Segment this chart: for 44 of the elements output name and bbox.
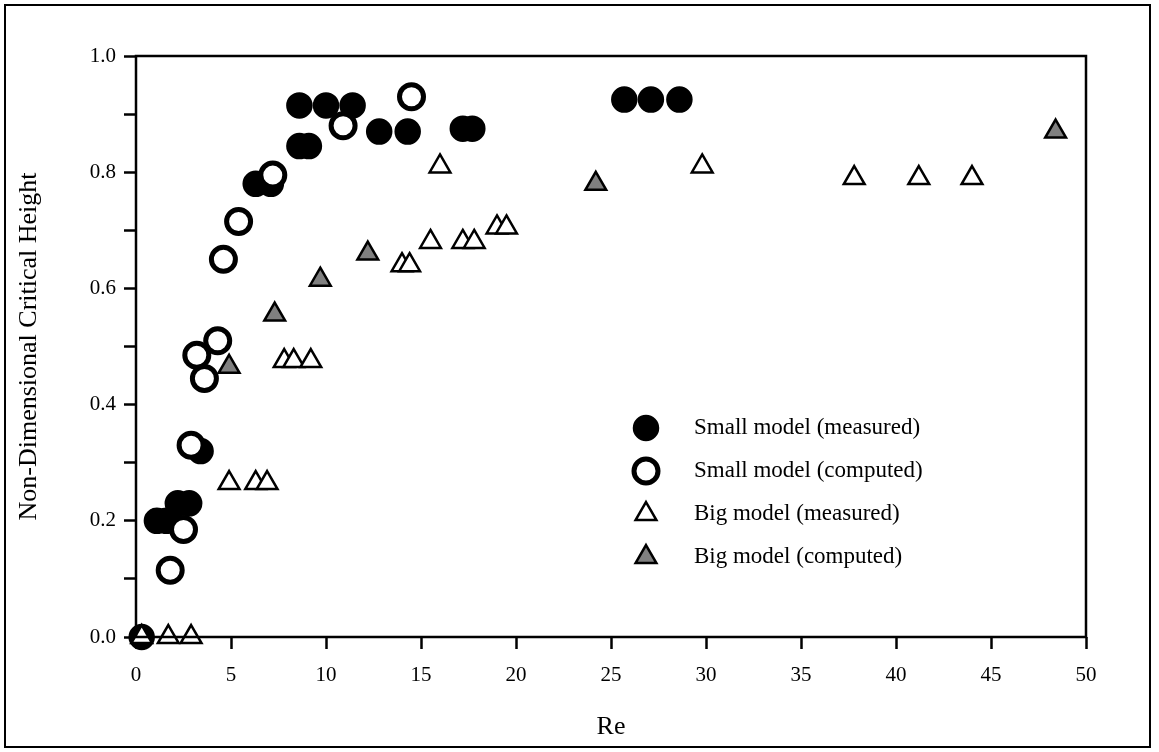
y-tick-label: 0.6 <box>89 274 116 299</box>
x-tick-label: 0 <box>130 662 142 687</box>
legend-label: Big model (computed) <box>694 543 903 569</box>
x-tick-label: 50 <box>1075 662 1097 687</box>
point <box>255 469 279 491</box>
point <box>312 92 340 119</box>
point <box>637 86 665 113</box>
point <box>182 340 212 370</box>
point <box>217 353 241 375</box>
point <box>217 469 241 491</box>
x-tick-label: 35 <box>790 662 812 687</box>
point <box>397 82 426 112</box>
x-tick-label: 15 <box>410 662 432 687</box>
x-tick-label: 30 <box>695 662 717 687</box>
point <box>365 118 393 145</box>
x-tick-label: 5 <box>225 662 237 687</box>
x-tick-label: 10 <box>315 662 337 687</box>
point <box>666 86 693 113</box>
y-tick-label: 0.8 <box>89 158 116 183</box>
point <box>176 430 206 460</box>
point <box>394 118 421 145</box>
point <box>339 92 366 119</box>
point <box>263 301 287 322</box>
point <box>299 347 323 369</box>
point <box>224 207 254 237</box>
point <box>208 244 238 274</box>
y-tick-label: 0.2 <box>89 507 116 532</box>
x-tick-label: 45 <box>980 662 1002 687</box>
point <box>286 92 313 119</box>
point <box>203 326 233 356</box>
point <box>611 86 638 113</box>
x-axis-title: Re <box>596 711 626 741</box>
legend-label: Small model (measured) <box>694 414 921 440</box>
legend-label: Big model (measured) <box>694 500 900 526</box>
point <box>189 363 219 393</box>
x-tick-label: 20 <box>505 662 527 687</box>
x-tick-label: 25 <box>600 662 622 687</box>
legend-label: Small model (computed) <box>694 457 923 483</box>
y-tick-label: 1.0 <box>89 42 116 67</box>
point <box>328 111 358 141</box>
y-tick-label: 0.4 <box>89 391 117 416</box>
y-tick-label: 0.0 <box>89 623 116 648</box>
x-tick-label: 40 <box>885 662 907 687</box>
y-axis-title: Non-Dimensional Critical Height <box>13 171 43 521</box>
